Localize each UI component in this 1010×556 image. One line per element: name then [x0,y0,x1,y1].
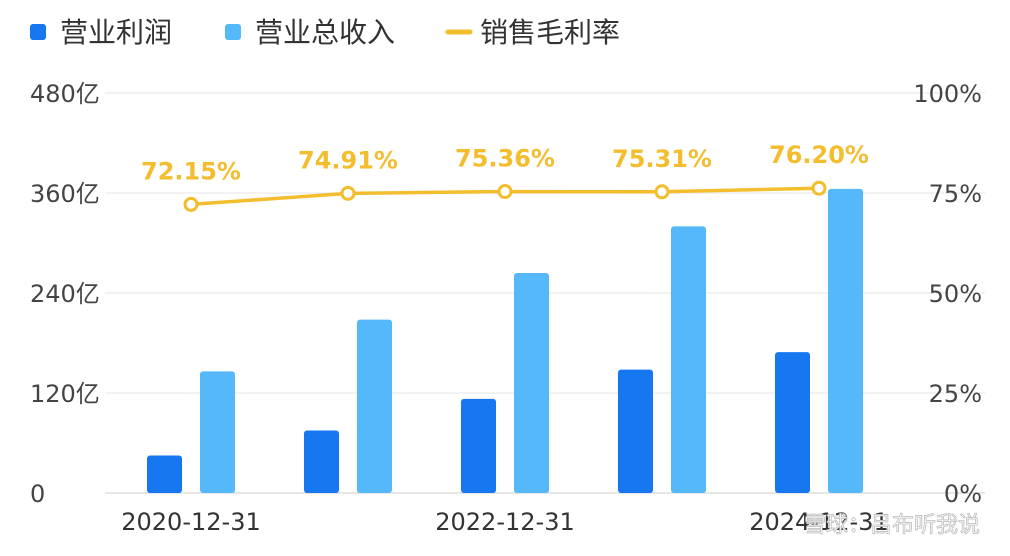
line-point [654,184,670,200]
x-tick-label: 2024-12-31 [749,508,888,536]
data-label: 72.15% [141,157,241,185]
data-label: 75.36% [455,145,555,173]
bar-operating-profit [147,455,182,493]
line-point [340,185,356,201]
y-tick-label-left: 240亿 [30,280,100,308]
y-tick-label-left: 120亿 [30,380,100,408]
y-tick-label-left: 0 [30,480,45,508]
margin-line: 72.15% 74.91% 75.36% 75.31% 76.20% [141,141,869,212]
bar-operating-profit [618,369,653,493]
legend-label: 营业利润 [60,16,172,49]
watermark-text: 雪球：吕布听我说 [804,513,980,538]
line-point [811,180,827,196]
legend-swatch [30,24,46,40]
legend: 营业利润 营业总收入 销售毛利率 [30,16,620,49]
x-axis: 2020-12-31 2022-12-31 2024-12-31 [121,508,888,536]
y-axis-left: 0 120亿 240亿 360亿 480亿 [30,80,100,508]
bar-total-revenue [357,319,392,493]
line-point [183,196,199,212]
bar-total-revenue [671,226,706,494]
legend-label: 销售毛利率 [480,16,620,49]
line-point [497,184,513,200]
y-axis-right: 0% 25% 50% 75% 100% [913,80,982,508]
bar-operating-profit [304,430,339,493]
bar-total-revenue [200,371,235,493]
data-label: 75.31% [612,145,712,173]
bars [147,188,863,494]
data-label: 74.91% [298,146,398,174]
bar-operating-profit [461,398,496,493]
watermark: 雪球：吕布听我说 [804,513,981,539]
legend-label: 营业总收入 [255,16,395,49]
y-tick-label-left: 480亿 [30,80,100,108]
x-tick-label: 2020-12-31 [121,508,260,536]
bar-total-revenue [514,273,549,493]
y-tick-label-right: 100% [913,80,982,108]
bar-operating-profit [775,352,810,493]
data-label: 76.20% [769,141,869,169]
y-tick-label-right: 0% [944,480,982,508]
y-tick-label-right: 50% [929,280,982,308]
bar-total-revenue [828,188,863,494]
y-tick-label-right: 25% [929,380,982,408]
y-tick-label-left: 360亿 [30,180,100,208]
y-tick-label-right: 75% [929,180,982,208]
x-tick-label: 2022-12-31 [435,508,574,536]
legend-swatch [225,24,241,40]
